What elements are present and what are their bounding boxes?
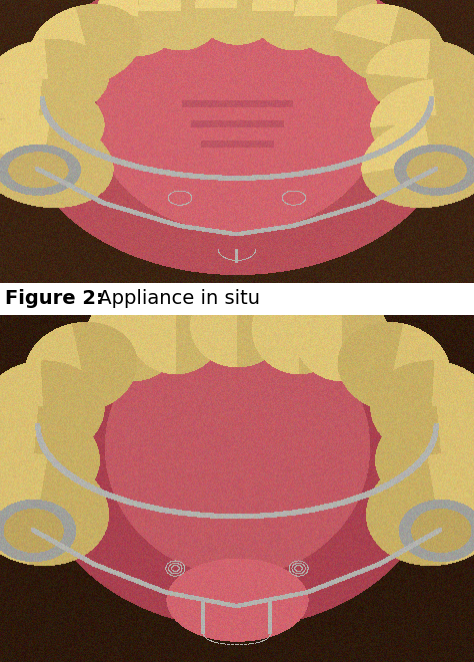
Text: Appliance in situ: Appliance in situ — [92, 289, 260, 308]
Text: Figure 2:: Figure 2: — [5, 289, 103, 308]
